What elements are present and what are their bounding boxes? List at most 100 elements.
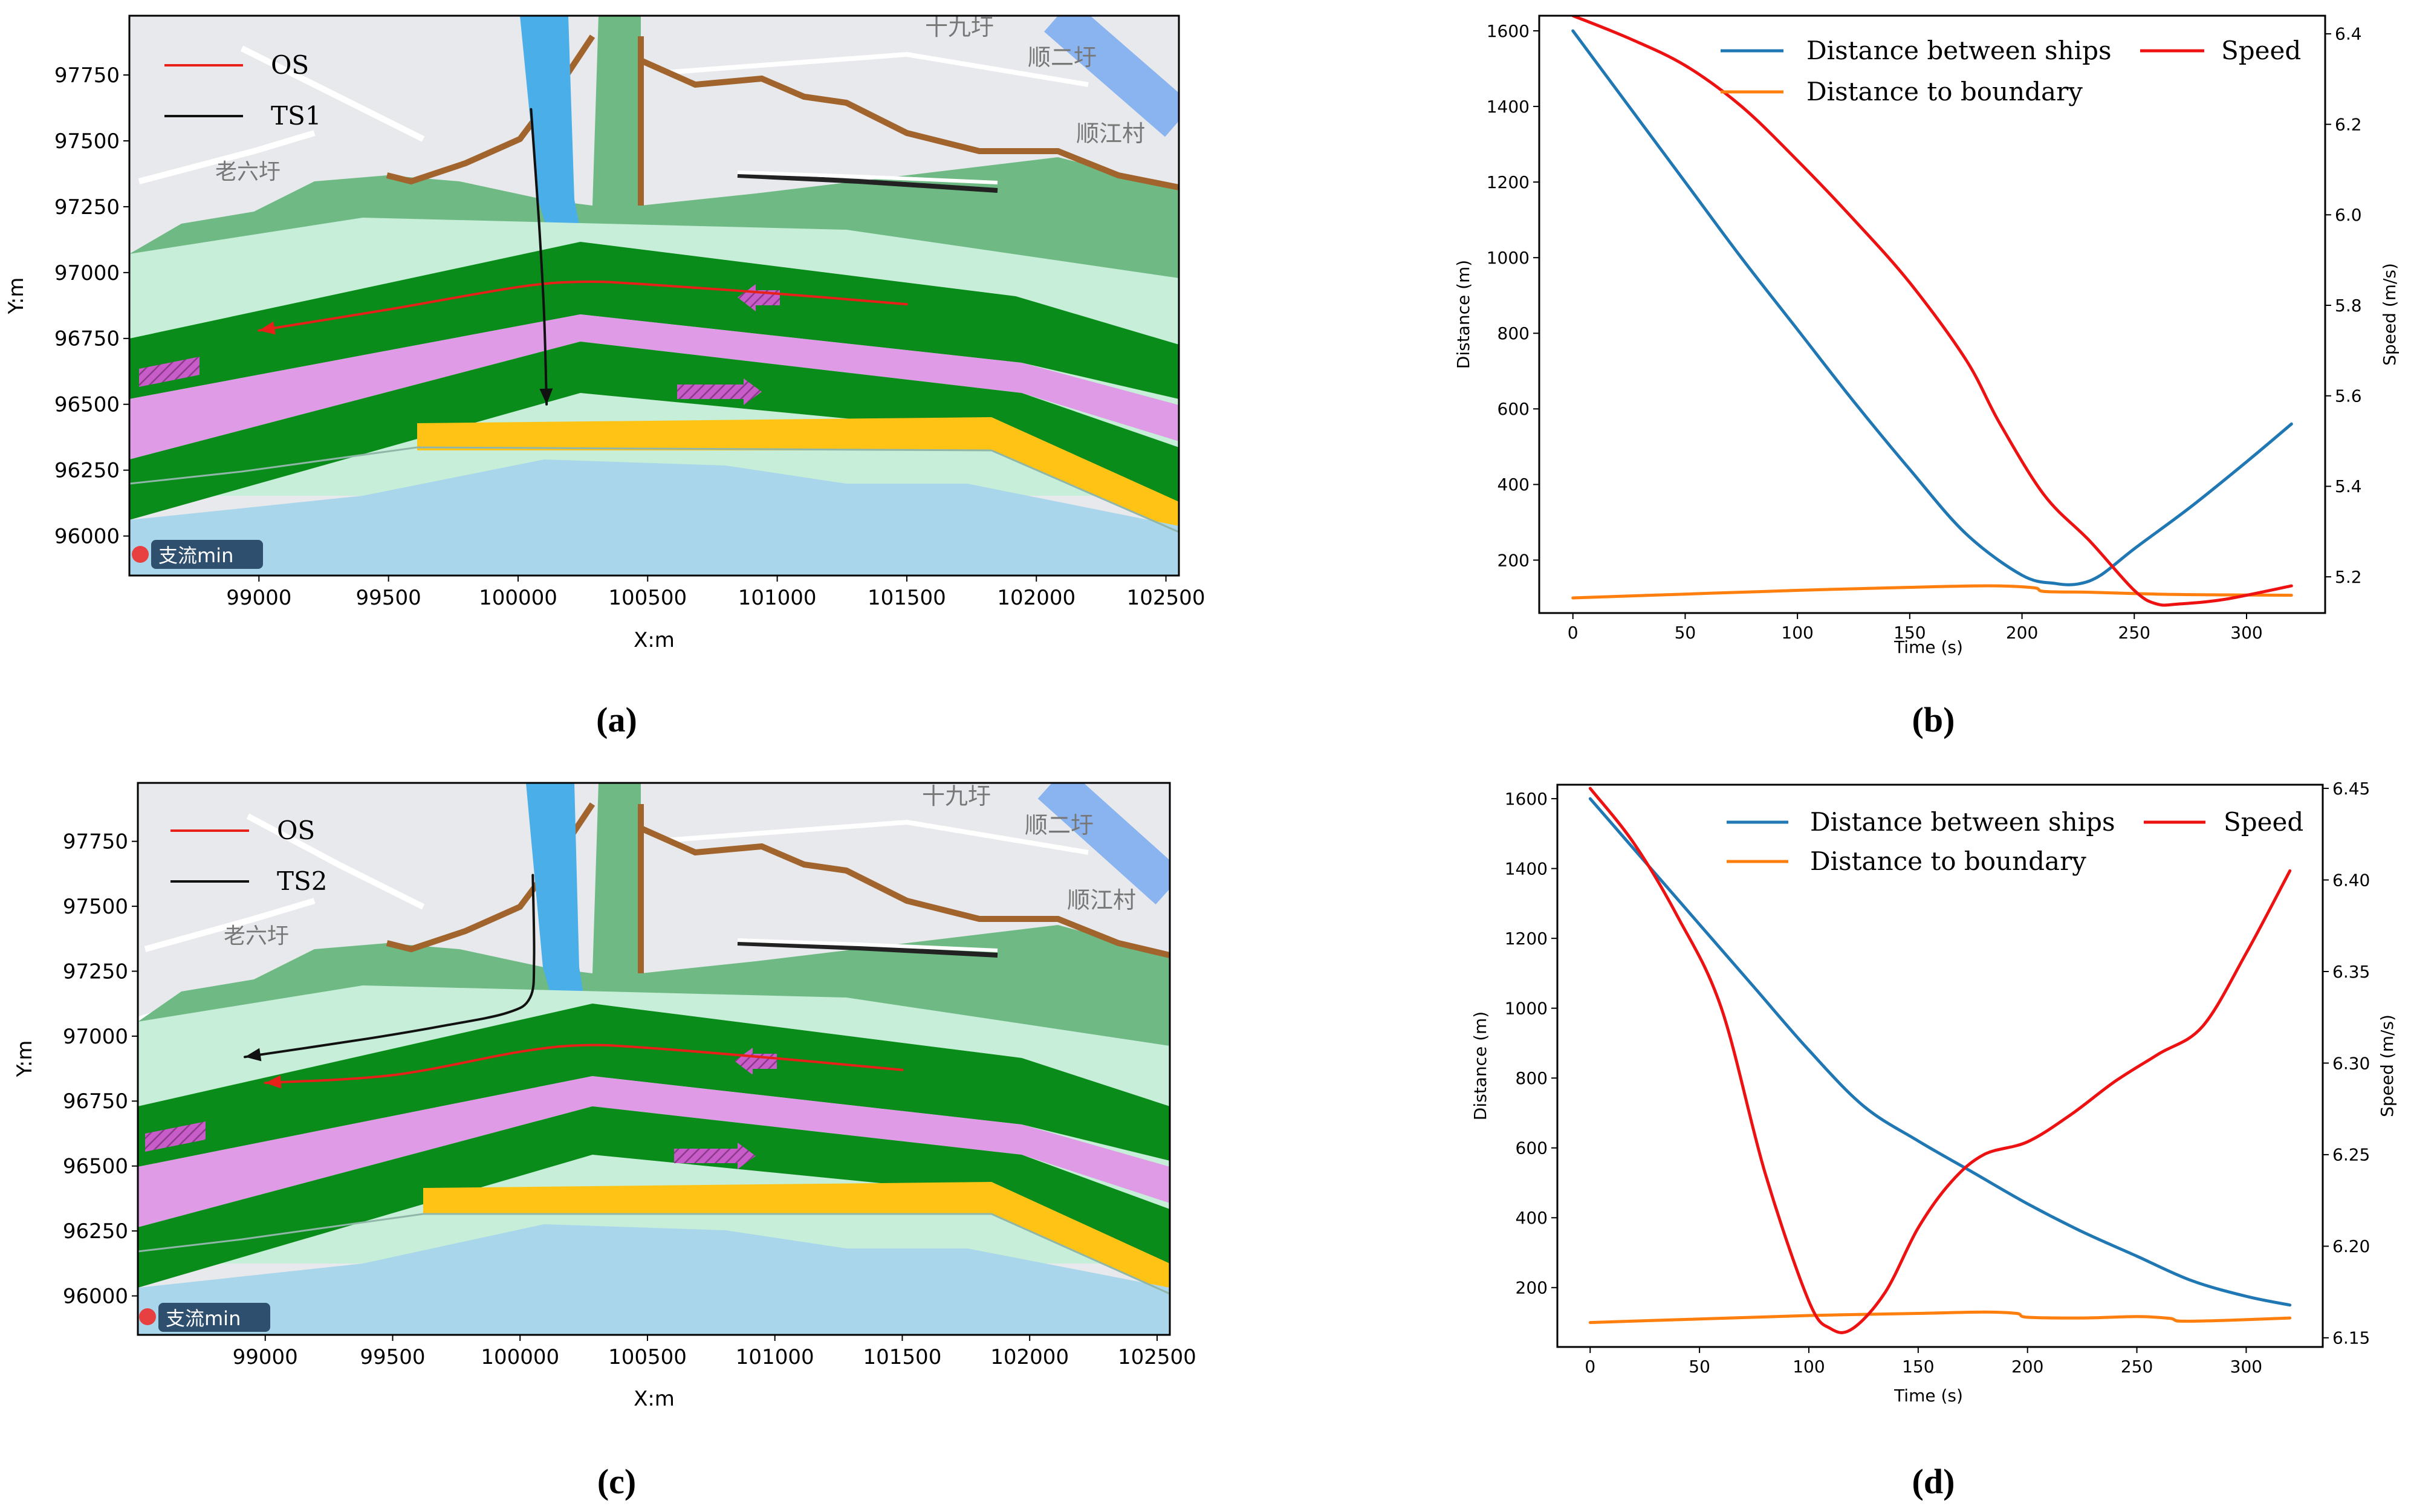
y-axis-label-c: Y:m (13, 1040, 37, 1078)
place-label-shunjiang: 顺江村 (1076, 120, 1145, 147)
x-tick-label-b: 50 (1675, 623, 1696, 643)
y-tick-label-c: 97750 (63, 830, 128, 854)
x-tick-label-d: 250 (2121, 1357, 2153, 1377)
y2-tick-label-b: 6.2 (2335, 114, 2362, 134)
y-tick-label-a: 96750 (54, 327, 120, 351)
series-os-a (258, 280, 908, 332)
legend-os-label-c: OS (277, 816, 315, 845)
branch-tag-a (151, 540, 263, 569)
y-tick-label-c: 96750 (63, 1089, 128, 1114)
x-axis-label-b: Time (s) (1893, 637, 1963, 657)
x-axis-label-d: Time (s) (1893, 1386, 1963, 1406)
y-axis-label-d: Distance (m) (1470, 1011, 1490, 1120)
y2-axis-label-b: Speed (m/s) (2380, 263, 2400, 366)
place-label-shun2-c: 顺二圩 (1025, 812, 1094, 839)
x-tick-label-b: 200 (2006, 623, 2038, 643)
legend-dist-ships-label-b: Distance between ships (1806, 36, 2112, 65)
series-distance-between-ships-d (1588, 797, 2292, 1307)
x-tick-label-a: 101000 (738, 586, 817, 610)
y2-tick-label-b: 6.0 (2335, 205, 2362, 225)
axes-frame-d (1556, 784, 2324, 1348)
y2-tick-label-d: 6.25 (2332, 1145, 2370, 1165)
y2-tick-label-b: 6.4 (2335, 24, 2362, 44)
x-axis-label-a: X:m (634, 628, 675, 652)
legend-speed-label-d: Speed (2224, 807, 2303, 837)
y-tick-label-a: 97500 (54, 129, 120, 154)
y2-axis-label-d: Speed (m/s) (2377, 1014, 2397, 1117)
y-tick-label-b: 800 (1498, 323, 1530, 343)
ticks-d: 0 50 100 150 200 250 300 200 400 600 800 1000 1200 14… (1505, 779, 2370, 1377)
y-tick-label-a: 97250 (54, 195, 120, 219)
plot-d-series (1588, 787, 2292, 1334)
x-tick-label-d: 150 (1902, 1357, 1934, 1377)
y2-tick-label-b: 5.4 (2335, 476, 2362, 496)
place-label-shunjiang-c: 顺江村 (1067, 887, 1136, 913)
branch-tag-a-text: 支流min (158, 544, 233, 567)
legend-os-label-a: OS (271, 50, 309, 80)
y-tick-label-b: 1000 (1487, 248, 1530, 268)
y-tick-label-a: 97000 (54, 261, 120, 285)
y-tick-label-c: 96500 (63, 1155, 128, 1179)
y2-tick-label-d: 6.30 (2332, 1053, 2370, 1073)
series-os-arrowhead-c (265, 1075, 282, 1089)
y-tick-label-d: 1400 (1505, 858, 1548, 878)
y-tick-label-d: 800 (1516, 1068, 1548, 1088)
y-tick-label-d: 200 (1516, 1278, 1548, 1298)
axes-frame-a (128, 15, 1180, 577)
y-tick-label-b: 1400 (1487, 97, 1530, 117)
y-axis-label-a: Y:m (4, 277, 28, 315)
axes-frame-b (1538, 15, 2326, 614)
x-tick-label-a: 102000 (997, 586, 1076, 610)
series-ts2-arrowhead-c (245, 1048, 262, 1062)
x-tick-label-d: 50 (1689, 1357, 1710, 1377)
branch-marker-a (132, 546, 149, 563)
caption-d: (d) (1912, 1462, 1955, 1501)
y-tick-label-b: 600 (1498, 399, 1530, 419)
legend-speed-label-b: Speed (2221, 36, 2301, 65)
series-ts1-arrowhead-a (539, 388, 553, 404)
y2-tick-label-b: 5.6 (2335, 386, 2362, 406)
series-ts1-a (530, 108, 548, 406)
y2-tick-label-d: 6.35 (2332, 962, 2370, 982)
x-tick-label-d: 200 (2011, 1357, 2043, 1377)
ticks-c: 99000 99500 100000 100500 101000 101500 102000… (63, 830, 1196, 1369)
legend-ts1-label-a: TS1 (271, 101, 322, 131)
y-tick-label-c: 96000 (63, 1284, 128, 1308)
y2-tick-label-d: 6.45 (2332, 779, 2370, 799)
x-tick-label-b: 150 (1893, 623, 1926, 643)
x-tick-label-a: 102500 (1127, 586, 1206, 610)
x-tick-label-c: 101500 (863, 1345, 942, 1369)
place-label-19: 十九圩 (925, 14, 994, 41)
y2-tick-label-d: 6.40 (2332, 870, 2370, 890)
y2-tick-label-b: 5.2 (2335, 567, 2362, 587)
legend-dist-boundary-label-b: Distance to boundary (1806, 77, 2083, 106)
ticks-a: 99000 99500 100000 100500 101000 101500 102000… (54, 63, 1206, 610)
branch-marker-c (139, 1308, 156, 1325)
x-tick-label-c: 102000 (990, 1345, 1069, 1369)
x-tick-label-c: 101000 (736, 1345, 814, 1369)
map-c-background: 十九圩 顺二圩 顺江村 老六圩 支流min (138, 783, 1170, 1335)
map-a-background: 十九圩 顺二圩 顺江村 老六圩 支流min (129, 14, 1179, 576)
place-label-lao6: 老六圩 (215, 160, 281, 184)
y-tick-label-c: 97500 (63, 895, 128, 919)
series-os-c (264, 1043, 904, 1085)
x-tick-label-d: 0 (1585, 1357, 1595, 1377)
x-tick-label-a: 100500 (608, 586, 687, 610)
y-tick-label-d: 600 (1516, 1138, 1548, 1158)
panel-d: 0 50 100 150 200 250 300 200 400 600 800 1000 1200 14… (1470, 779, 2397, 1501)
x-tick-label-c: 99500 (360, 1345, 425, 1369)
y2-tick-label-d: 6.20 (2332, 1236, 2370, 1256)
caption-a: (a) (596, 700, 637, 739)
y-tick-label-b: 1600 (1487, 21, 1530, 41)
place-label-19-c: 十九圩 (922, 783, 991, 810)
x-tick-label-a: 100000 (479, 586, 557, 610)
y-tick-label-b: 1200 (1487, 172, 1530, 192)
y2-tick-label-d: 6.15 (2332, 1328, 2370, 1348)
series-distance-to-boundary-d (1588, 1310, 2292, 1325)
y-tick-label-d: 1600 (1505, 789, 1548, 809)
legend-dist-boundary-label-d: Distance to boundary (1810, 846, 2086, 876)
series-os-arrowhead-a (259, 321, 276, 335)
y-tick-label-a: 96500 (54, 393, 120, 417)
y-tick-label-a: 97750 (54, 63, 120, 88)
